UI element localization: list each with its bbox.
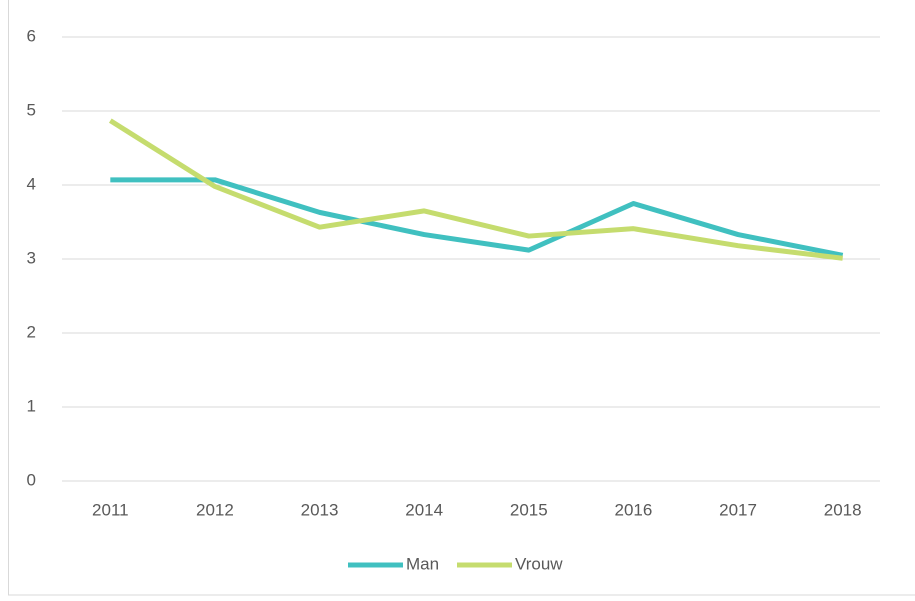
y-tick-label: 6 — [27, 26, 36, 45]
x-tick-label: 2012 — [196, 500, 234, 519]
legend-label: Vrouw — [515, 554, 563, 573]
chart-border — [8, 0, 915, 596]
legend-label: Man — [406, 554, 439, 573]
x-tick-label: 2018 — [824, 500, 862, 519]
x-tick-label: 2017 — [719, 500, 757, 519]
x-tick-label: 2013 — [301, 500, 339, 519]
x-tick-label: 2015 — [510, 500, 548, 519]
y-tick-label: 4 — [27, 174, 36, 193]
y-tick-label: 5 — [27, 100, 36, 119]
x-tick-label: 2011 — [92, 500, 129, 519]
y-tick-label: 1 — [27, 396, 36, 415]
y-tick-label: 3 — [27, 248, 36, 267]
y-tick-label: 2 — [27, 322, 36, 341]
line-series — [110, 177, 844, 258]
x-tick-label: 2014 — [405, 500, 443, 519]
line-series — [108, 118, 843, 261]
y-tick-label: 0 — [27, 470, 36, 489]
x-tick-label: 2016 — [615, 500, 653, 519]
